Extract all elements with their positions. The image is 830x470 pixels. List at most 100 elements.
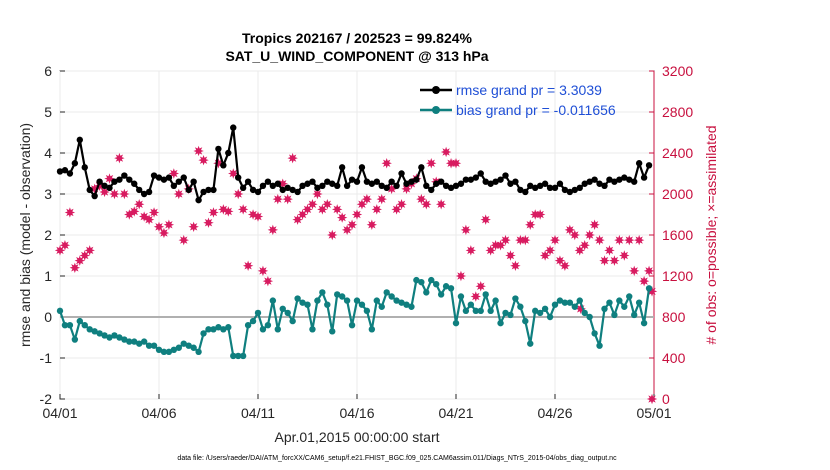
obs-point-38	[242, 260, 254, 271]
bias-point-70	[403, 301, 410, 308]
rmse-point-98	[541, 180, 549, 187]
rmse-point-28	[195, 196, 202, 204]
rmse-point-5	[81, 164, 88, 171]
rmse-point-51	[309, 178, 316, 185]
bias-point-103	[566, 299, 574, 306]
rmse-point-89	[497, 176, 504, 183]
rmse-point-83	[467, 176, 475, 183]
bias-point-100	[551, 301, 559, 308]
obs-point-69	[396, 199, 407, 210]
rmse-point-53	[319, 182, 326, 189]
bias-point-38	[244, 322, 252, 329]
obs-point-42	[262, 275, 274, 287]
x-tick-label-6: 05/01	[636, 405, 671, 421]
bias-point-91	[507, 311, 514, 319]
obs-point-104	[569, 229, 580, 241]
bias-point-112	[611, 311, 618, 319]
bias-point-46	[284, 309, 291, 317]
bias-point-92	[512, 295, 519, 302]
y-tick-label-6: 4	[44, 145, 52, 161]
bias-point-53	[319, 289, 326, 296]
obs-point-77	[435, 199, 447, 210]
y-tick-label-4: 2	[44, 227, 52, 243]
obs-point-43	[267, 224, 279, 236]
rmse-point-119	[645, 162, 653, 169]
bias-point-44	[274, 326, 281, 333]
rmse-point-8	[96, 178, 103, 185]
rmse-point-80	[452, 182, 460, 189]
rmse-point-76	[433, 180, 440, 187]
bias-point-59	[348, 322, 356, 329]
obs-point-117	[633, 234, 645, 246]
bias-point-37	[239, 352, 247, 360]
bias-point-45	[279, 305, 286, 312]
obs-point-54	[322, 199, 333, 210]
obs-point-28	[193, 145, 204, 157]
rmse-point-77	[437, 178, 445, 185]
bias-point-60	[353, 297, 361, 304]
y2-tick-label-3: 1200	[662, 268, 693, 284]
bias-point-8	[96, 330, 103, 337]
rmse-point-91	[507, 180, 514, 187]
bias-point-22	[165, 348, 173, 356]
rmse-point-61	[358, 164, 366, 171]
bias-point-90	[502, 309, 509, 317]
bias-point-89	[497, 319, 504, 327]
y2-tick-label-2: 800	[662, 309, 686, 325]
rmse-point-96	[532, 184, 539, 192]
rmse-point-4	[76, 136, 84, 144]
obs-point-44	[272, 193, 283, 205]
y2-tick-label-6: 2400	[662, 145, 693, 161]
bias-point-62	[363, 307, 371, 315]
obs-point-40	[252, 211, 264, 222]
rmse-point-104	[571, 186, 578, 194]
obs-point-47	[287, 152, 298, 164]
obs-point-19	[148, 207, 160, 218]
bias-point-36	[235, 352, 242, 360]
obs-point-60	[351, 209, 363, 220]
rmse-point-21	[160, 176, 168, 183]
bias-point-33	[220, 326, 227, 333]
bias-point-86	[482, 291, 489, 298]
bias-point-110	[601, 305, 608, 312]
bias-point-29	[200, 330, 207, 337]
obs-point-83	[465, 245, 477, 256]
rmse-point-105	[576, 184, 583, 192]
bias-point-16	[136, 340, 143, 347]
rmse-point-1	[61, 167, 69, 174]
bias-point-67	[388, 293, 395, 300]
bias-point-35	[230, 352, 237, 360]
y-tick-label-5: 3	[44, 186, 52, 202]
bias-point-39	[249, 317, 257, 325]
bias-point-48	[294, 295, 301, 302]
y2-tick-label-7: 2800	[662, 104, 693, 120]
bias-point-23	[170, 346, 178, 353]
obs-point-114	[619, 250, 630, 261]
obs-point-27	[188, 221, 199, 232]
obs-point-31	[208, 207, 219, 218]
bias-point-40	[254, 309, 262, 317]
bias-point-57	[338, 293, 346, 300]
rmse-point-59	[348, 176, 356, 183]
bias-point-52	[314, 297, 321, 304]
rmse-point-73	[418, 164, 425, 171]
obs-point-3	[69, 262, 81, 273]
bias-point-3	[71, 336, 79, 343]
rmse-point-43	[269, 182, 277, 189]
rmse-point-93	[517, 186, 524, 194]
footer-data-file: data file: /Users/raeder/DAI/ATM_forcXX/…	[177, 455, 617, 462]
obs-point-57	[336, 212, 348, 223]
x-tick-label-5: 04/26	[537, 405, 572, 421]
legend-rmse-label: rmse grand pr = 3.3039	[456, 82, 602, 98]
obs-point-34	[223, 206, 234, 217]
rmse-point-17	[140, 190, 148, 198]
rmse-point-99	[546, 184, 554, 192]
obs-point-113	[614, 234, 625, 246]
y2-tick-label-1: 400	[662, 350, 686, 366]
rmse-point-42	[264, 178, 272, 185]
rmse-point-117	[635, 160, 643, 167]
rmse-point-54	[324, 178, 331, 185]
bias-point-63	[368, 326, 376, 333]
y2-tick-label-8: 3200	[662, 63, 693, 79]
obs-point-97	[534, 209, 546, 220]
